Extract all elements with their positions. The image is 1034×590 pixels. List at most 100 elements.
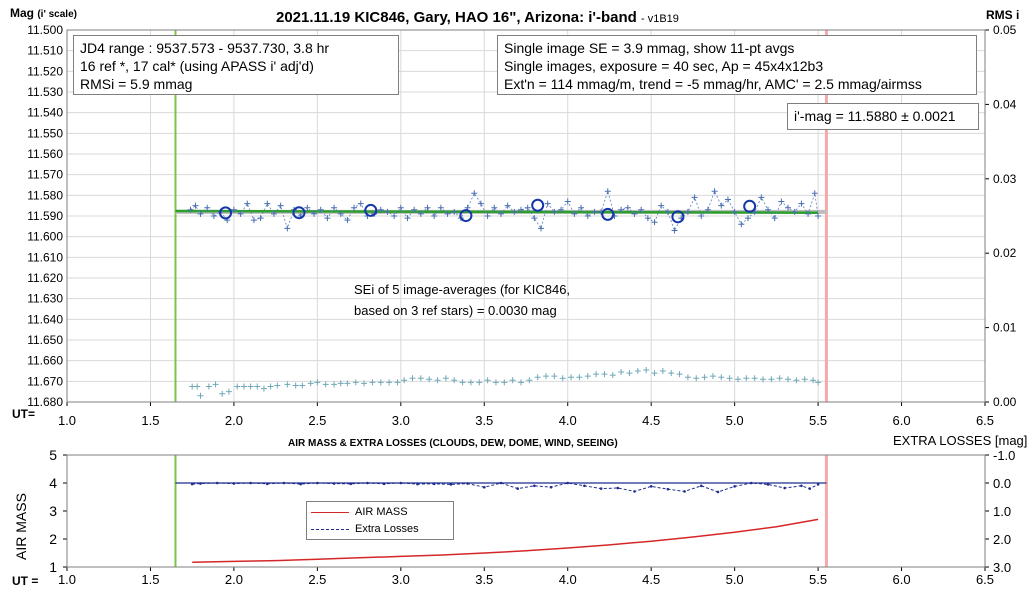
comparison-star-point <box>709 373 716 380</box>
single-image-point <box>424 204 431 211</box>
single-image-point <box>197 210 204 217</box>
extra-losses-point <box>366 481 369 485</box>
comparison-star-point <box>451 377 458 384</box>
extra-losses-point <box>583 484 586 488</box>
comparison-star-point <box>743 375 750 382</box>
comparison-star-point <box>726 375 733 382</box>
extra-losses-point <box>616 486 620 490</box>
extra-losses-point <box>549 485 553 489</box>
single-image-point <box>815 213 822 219</box>
comparison-star-point <box>254 383 261 390</box>
extra-losses-point <box>466 482 469 485</box>
x-tick-label: 6.5 <box>976 413 994 428</box>
comparison-star-point <box>684 374 691 381</box>
y-tick-label-right: 0.03 <box>993 172 1017 186</box>
single-image-point <box>304 204 311 211</box>
airmass-x-tick-label: 1.0 <box>58 572 76 587</box>
single-image-point <box>571 210 578 217</box>
comparison-star-point <box>337 380 344 387</box>
extra-losses-point <box>249 481 252 485</box>
single-image-point <box>277 202 284 209</box>
single-image-point <box>311 210 318 217</box>
comparison-star-point <box>194 383 201 390</box>
comparison-star-point <box>267 383 274 390</box>
comparison-star-point <box>394 379 401 386</box>
comparison-star-point <box>534 374 541 381</box>
sei-note-line-1: SEi of 5 image-averages (for KIC846, <box>354 282 571 297</box>
comparison-star-point <box>344 380 351 387</box>
extra-losses-point <box>649 485 653 488</box>
extra-losses-point <box>750 481 753 485</box>
comparison-star-point <box>292 382 299 389</box>
single-image-point <box>210 213 217 219</box>
y-tick-label-right: 0.01 <box>993 321 1017 335</box>
comparison-star-point <box>626 370 633 377</box>
extra-losses-point <box>199 482 202 485</box>
airmass-x-tick-label: 2.0 <box>225 572 243 587</box>
extra-losses-axis-title: EXTRA LOSSES [mag] <box>893 433 1028 448</box>
y-tick-label-left: 11.650 <box>27 333 63 347</box>
y-tick-label-left: 11.540 <box>27 106 63 120</box>
x-tick-label: 5.0 <box>726 413 744 428</box>
average-point <box>531 198 545 212</box>
extra-losses-point <box>566 481 570 485</box>
comparison-star-point <box>189 383 196 390</box>
airmass-x-tick-label: 3.5 <box>475 572 493 587</box>
losses-y-tick-label: 1.0 <box>993 504 1011 519</box>
single-image-point <box>531 215 538 222</box>
airmass-plot-frame <box>66 454 986 568</box>
x-tick-label: 5.5 <box>809 413 827 428</box>
single-image-point <box>651 219 658 226</box>
y-tick-label-left: 11.580 <box>27 188 63 202</box>
single-image-point <box>230 206 237 213</box>
mag-label: Mag <box>10 6 34 20</box>
single-image-point <box>718 202 725 209</box>
losses-y-tick-label: 3.0 <box>993 560 1011 575</box>
airmass-x-tick-label: 5.5 <box>809 572 827 587</box>
airmass-x-tick-label: 4.0 <box>559 572 577 587</box>
x-tick-label: 4.5 <box>642 413 660 428</box>
y-axis-title-right: RMS i <box>986 8 1020 22</box>
airmass-x-tick-label: 2.5 <box>308 572 326 587</box>
single-image-point <box>250 217 257 224</box>
comparison-star-point <box>593 371 600 378</box>
single-image-point <box>270 210 277 217</box>
x-tick-label: 2.0 <box>225 413 243 428</box>
extra-losses-point <box>783 486 787 490</box>
single-image-point <box>244 200 251 207</box>
y-tick-label-left: 11.590 <box>27 209 63 223</box>
single-image-point <box>771 215 778 222</box>
single-image-point <box>237 210 244 217</box>
x-tick-label: 1.5 <box>141 413 159 428</box>
comparison-star-point <box>492 379 499 386</box>
airmass-x-tick-label: 6.0 <box>893 572 911 587</box>
single-image-point <box>484 213 491 219</box>
single-image-point <box>684 208 691 215</box>
title-text: 2021.11.19 KIC846, Gary, HAO 16", Arizon… <box>276 9 637 26</box>
single-image-point <box>564 198 571 205</box>
y-tick-label-left: 11.570 <box>27 168 63 182</box>
single-image-point <box>344 217 351 224</box>
version-text: - v1B19 <box>641 13 679 25</box>
comparison-star-point <box>785 376 792 383</box>
single-image-point <box>664 208 671 215</box>
comparison-star-point <box>274 382 281 389</box>
comparison-star-point <box>793 377 800 384</box>
extra-losses-point <box>332 482 336 485</box>
single-image-point <box>704 206 711 213</box>
single-image-point <box>618 206 625 213</box>
single-image-point <box>357 200 364 207</box>
y-tick-label-left: 11.530 <box>27 85 63 99</box>
legend-item-extra-losses: Extra Losses <box>311 521 449 538</box>
average-point <box>601 207 615 221</box>
info-box-right: Single image SE = 3.9 mmag, show 11-pt a… <box>497 35 977 95</box>
single-image-point <box>324 215 331 222</box>
single-image-point <box>377 206 384 213</box>
rms-text: RMSi = 5.9 mmag <box>80 76 193 92</box>
legend-label-extra-losses: Extra Losses <box>355 523 419 535</box>
comparison-star-point <box>509 377 516 384</box>
airmass-legend-swatch <box>311 511 349 513</box>
single-image-point <box>604 188 611 195</box>
single-image-point <box>691 194 698 201</box>
